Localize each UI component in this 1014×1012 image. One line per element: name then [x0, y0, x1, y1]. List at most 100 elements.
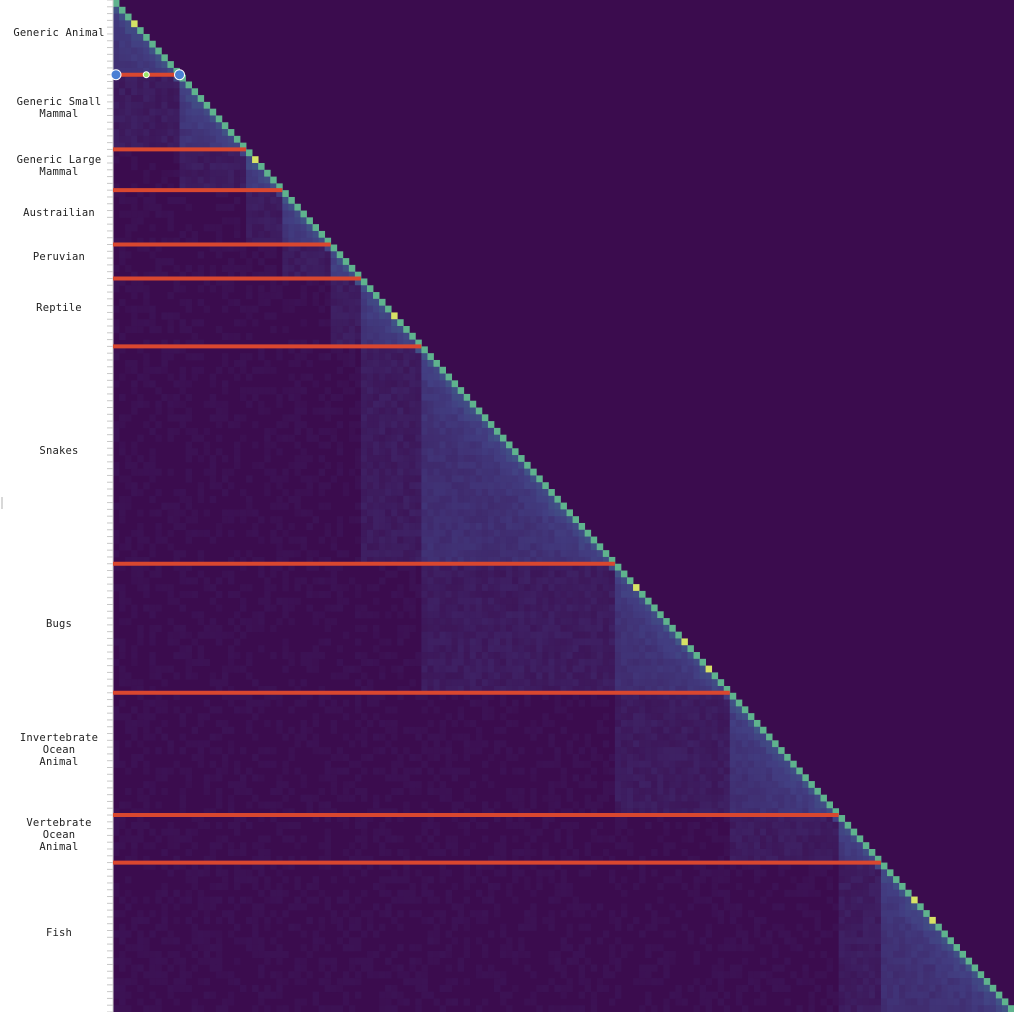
heatmap-diagonal-cell	[820, 794, 827, 802]
heatmap-cell	[119, 801, 126, 809]
heatmap-cell	[463, 468, 471, 476]
heatmap-cell	[524, 570, 531, 578]
heatmap-cell	[681, 747, 688, 755]
heatmap-cell	[602, 658, 610, 667]
heatmap-cell	[270, 278, 277, 286]
heatmap-cell	[203, 787, 211, 796]
heatmap-cell	[288, 298, 295, 307]
heatmap-cell	[209, 624, 217, 633]
heatmap-cell	[149, 163, 156, 171]
heatmap-cell	[451, 631, 459, 639]
heatmap-cell	[439, 455, 446, 463]
heatmap-cell	[669, 699, 676, 707]
heatmap-cell	[639, 638, 646, 646]
heatmap-cell	[735, 835, 743, 843]
heatmap-cell	[463, 400, 471, 408]
heatmap-cell	[651, 652, 658, 660]
heatmap-cell	[318, 455, 326, 463]
heatmap-cell	[620, 815, 628, 823]
heatmap-cell	[239, 176, 247, 184]
heatmap-cell	[167, 529, 174, 537]
window-resize-handle[interactable]	[1, 497, 3, 509]
heatmap-cell	[385, 482, 392, 490]
heatmap-cell	[560, 584, 567, 592]
heatmap-cell	[542, 869, 549, 877]
heatmap-cell	[506, 570, 513, 578]
heatmap-cell	[844, 848, 852, 857]
heatmap-cell	[663, 733, 670, 741]
heatmap-cell	[518, 570, 525, 578]
heatmap-cell	[191, 638, 199, 646]
heatmap-cell	[536, 489, 543, 497]
heatmap-cell	[614, 842, 622, 850]
heatmap-cell	[191, 658, 199, 667]
heatmap-cell	[131, 326, 138, 334]
heatmap-cell	[663, 801, 670, 809]
heatmap-cell	[197, 611, 205, 619]
heatmap-cell	[288, 618, 295, 626]
heatmap-cell	[705, 828, 713, 836]
heatmap-cell	[493, 563, 501, 571]
heatmap-cell	[282, 597, 289, 605]
heatmap-cell	[246, 224, 253, 232]
heatmap-cell	[747, 747, 755, 755]
heatmap-cell	[469, 665, 477, 673]
heatmap-cell	[596, 577, 604, 585]
heatmap-cell	[536, 658, 543, 667]
heatmap-cell	[687, 747, 694, 755]
heatmap-cell	[500, 624, 507, 633]
heatmap-cell	[584, 624, 592, 633]
heatmap-cell	[578, 645, 586, 653]
heatmap-cell	[397, 835, 404, 843]
heatmap-cell	[143, 801, 150, 809]
heatmap-cell	[221, 359, 229, 368]
heatmap-cell	[481, 760, 489, 768]
heatmap-cell	[620, 590, 628, 599]
heatmap-cell	[409, 373, 416, 381]
heatmap-cell	[336, 353, 344, 361]
heatmap-cell	[409, 482, 416, 490]
heatmap-cell	[735, 774, 743, 782]
heatmap-cell	[699, 740, 707, 748]
heatmap-cell	[379, 482, 386, 490]
heatmap-cell	[608, 563, 616, 571]
heatmap-cell	[270, 427, 277, 436]
heatmap-cell	[639, 604, 646, 612]
heatmap-cell	[457, 590, 465, 599]
heatmap-cell	[445, 380, 453, 388]
heatmap-cell	[239, 848, 247, 857]
heatmap-diagonal-cell	[282, 190, 289, 198]
heatmap-cell	[536, 685, 543, 694]
heatmap-cell	[518, 794, 525, 802]
heatmap-cell	[493, 550, 501, 558]
heatmap-cell	[131, 54, 138, 62]
heatmap-cell	[282, 196, 289, 205]
heatmap-cell	[385, 489, 392, 497]
heatmap-cell	[409, 489, 416, 497]
heatmap-cell	[566, 787, 573, 796]
heatmap-cell	[487, 427, 495, 436]
heatmap-cell	[415, 495, 422, 503]
heatmap-cell	[512, 869, 519, 877]
heatmap-cell	[366, 550, 374, 558]
heatmap-cell	[197, 135, 205, 144]
heatmap-cell	[626, 638, 634, 646]
heatmap-cell	[747, 753, 755, 762]
heatmap-cell	[119, 713, 126, 721]
heatmap-cell	[270, 285, 277, 293]
heatmap-cell	[500, 699, 507, 707]
heatmap-cell	[518, 536, 525, 544]
heatmap-cell	[741, 719, 749, 728]
heatmap-cell	[463, 516, 471, 524]
heatmap-cell	[113, 658, 120, 667]
heatmap-cell	[282, 224, 289, 232]
heatmap-cell	[518, 869, 525, 877]
heatmap-cell	[626, 692, 634, 700]
heatmap-cell	[500, 713, 507, 721]
heatmap-cell	[391, 767, 398, 775]
heatmap-cell	[385, 808, 392, 816]
heatmap-cell	[312, 292, 319, 300]
heatmap-cell	[506, 618, 513, 626]
heatmap-cell	[155, 509, 162, 517]
